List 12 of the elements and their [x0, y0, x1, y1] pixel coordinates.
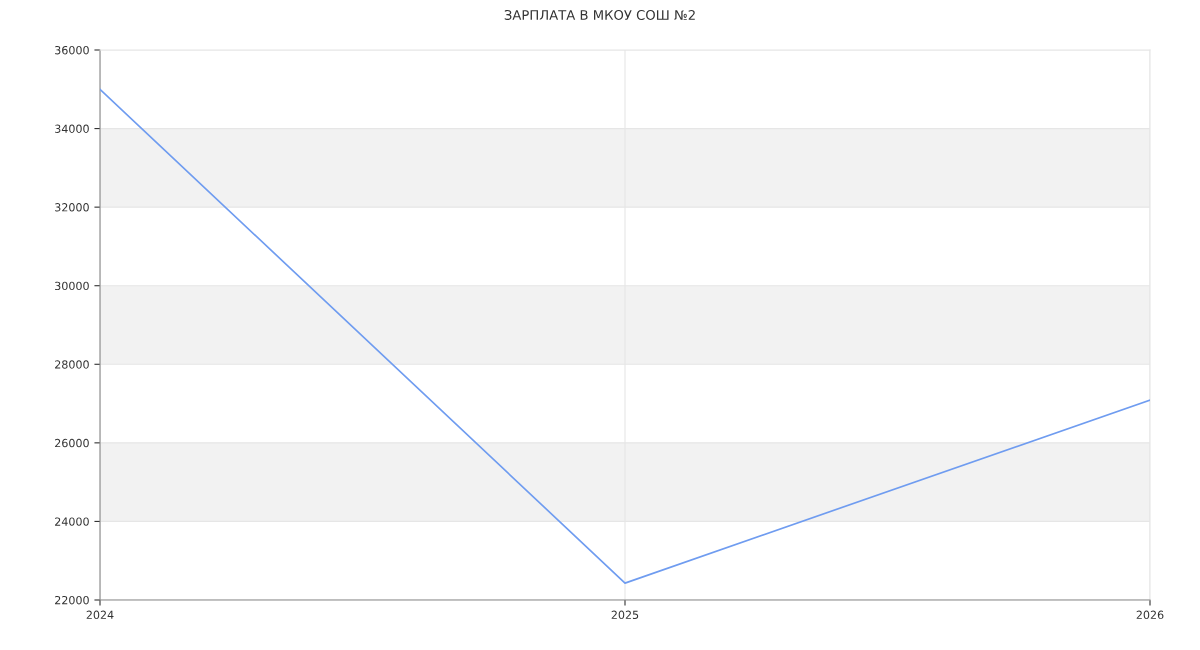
y-tick-label: 26000 [55, 438, 89, 448]
y-tick-label: 30000 [55, 281, 89, 291]
x-tick-label: 2026 [1136, 610, 1164, 620]
y-tick-label: 34000 [55, 124, 89, 133]
y-tick-label: 28000 [55, 360, 89, 369]
chart-title: ЗАРПЛАТА В МКОУ СОШ №2 [504, 9, 695, 20]
y-tick-label: 22000 [55, 595, 89, 605]
y-tick-label: 24000 [55, 517, 89, 526]
y-tick-label: 36000 [55, 45, 89, 55]
x-tick-label: 2025 [611, 610, 639, 620]
x-tick-label: 2024 [86, 610, 114, 620]
y-tick-label: 32000 [55, 203, 89, 212]
